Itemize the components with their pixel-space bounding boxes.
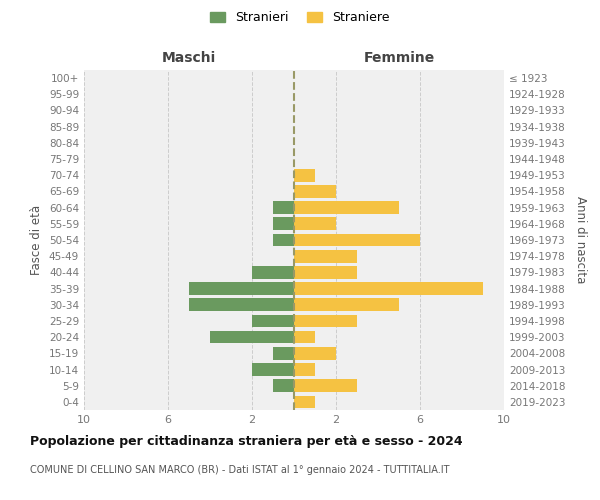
Bar bbox=[273, 218, 294, 230]
Bar bbox=[294, 396, 315, 408]
Bar bbox=[273, 202, 294, 214]
Text: Maschi: Maschi bbox=[162, 51, 216, 65]
Bar bbox=[252, 266, 294, 278]
Bar bbox=[294, 363, 315, 376]
Bar bbox=[252, 363, 294, 376]
Bar bbox=[294, 250, 357, 262]
Bar bbox=[294, 169, 315, 181]
Bar bbox=[294, 380, 357, 392]
Text: COMUNE DI CELLINO SAN MARCO (BR) - Dati ISTAT al 1° gennaio 2024 - TUTTITALIA.IT: COMUNE DI CELLINO SAN MARCO (BR) - Dati … bbox=[30, 465, 449, 475]
Y-axis label: Fasce di età: Fasce di età bbox=[31, 205, 43, 275]
Y-axis label: Anni di nascita: Anni di nascita bbox=[574, 196, 587, 284]
Bar bbox=[189, 298, 294, 311]
Bar bbox=[294, 234, 420, 246]
Bar bbox=[273, 347, 294, 360]
Text: Femmine: Femmine bbox=[364, 51, 434, 65]
Bar bbox=[294, 331, 315, 344]
Bar bbox=[294, 202, 399, 214]
Bar bbox=[294, 347, 336, 360]
Bar bbox=[294, 314, 357, 328]
Bar bbox=[294, 218, 336, 230]
Legend: Stranieri, Straniere: Stranieri, Straniere bbox=[205, 6, 395, 29]
Bar bbox=[294, 266, 357, 278]
Bar bbox=[294, 282, 483, 295]
Bar bbox=[210, 331, 294, 344]
Bar bbox=[294, 298, 399, 311]
Bar bbox=[273, 234, 294, 246]
Bar bbox=[189, 282, 294, 295]
Bar bbox=[273, 380, 294, 392]
Bar bbox=[252, 314, 294, 328]
Text: Popolazione per cittadinanza straniera per età e sesso - 2024: Popolazione per cittadinanza straniera p… bbox=[30, 435, 463, 448]
Bar bbox=[294, 185, 336, 198]
